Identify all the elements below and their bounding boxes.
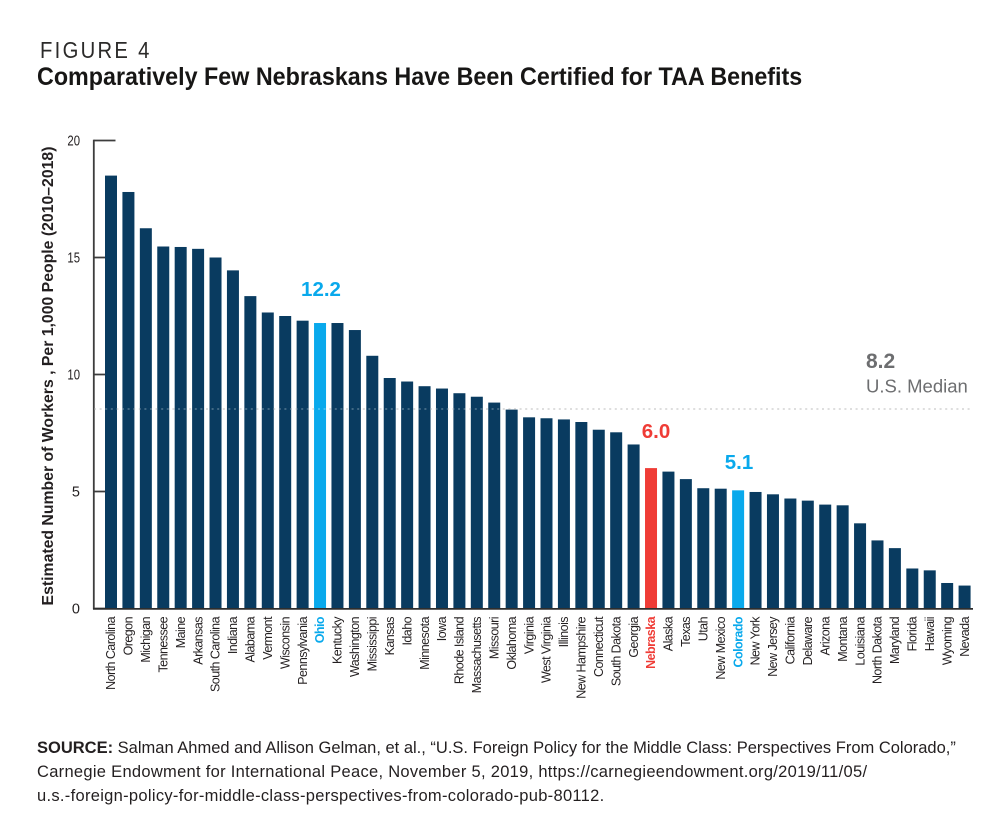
svg-text:Estimated Number of Workers ,: Estimated Number of Workers , Per 1,000 …	[40, 147, 57, 606]
svg-text:Pennsylvania: Pennsylvania	[296, 616, 310, 684]
svg-text:6.0: 6.0	[642, 420, 671, 443]
svg-text:Oregon: Oregon	[122, 616, 136, 655]
svg-text:Ohio: Ohio	[313, 616, 327, 643]
svg-text:15: 15	[67, 251, 80, 267]
svg-text:0: 0	[72, 602, 80, 618]
svg-text:20: 20	[67, 134, 80, 150]
svg-text:12.2: 12.2	[301, 278, 341, 301]
svg-text:Alabama: Alabama	[244, 616, 258, 662]
svg-text:Utah: Utah	[696, 616, 710, 641]
svg-text:Colorado: Colorado	[731, 616, 745, 667]
svg-text:Wisconsin: Wisconsin	[278, 616, 292, 669]
svg-text:Rhode Island: Rhode Island	[453, 616, 467, 684]
svg-text:Connecticut: Connecticut	[592, 616, 606, 677]
svg-text:Kentucky: Kentucky	[331, 616, 345, 664]
svg-text:8.2: 8.2	[866, 350, 895, 373]
svg-text:Nebraska: Nebraska	[644, 615, 658, 668]
svg-text:Maine: Maine	[174, 616, 188, 648]
svg-text:Kansas: Kansas	[383, 617, 397, 656]
svg-text:Massachusetts: Massachusetts	[470, 617, 484, 694]
svg-text:Montana: Montana	[836, 616, 850, 661]
svg-text:Missouri: Missouri	[487, 617, 501, 659]
svg-text:Michigan: Michigan	[139, 616, 153, 662]
svg-text:Maryland: Maryland	[888, 616, 902, 664]
svg-text:Delaware: Delaware	[801, 616, 815, 665]
svg-text:North Dakota: North Dakota	[871, 616, 885, 684]
svg-text:Nevada: Nevada	[958, 616, 972, 656]
svg-text:U.S. Median: U.S. Median	[866, 376, 968, 397]
svg-text:Hawaii: Hawaii	[923, 617, 937, 651]
svg-text:Florida: Florida	[906, 616, 920, 651]
svg-text:Idaho: Idaho	[400, 616, 414, 645]
svg-text:Indiana: Indiana	[226, 616, 240, 654]
svg-text:New Hampshire: New Hampshire	[575, 616, 589, 698]
svg-text:Arizona: Arizona	[818, 616, 832, 655]
svg-text:Washington: Washington	[348, 616, 362, 677]
svg-text:New Jersey: New Jersey	[766, 616, 780, 677]
svg-text:Louisiana: Louisiana	[853, 616, 867, 665]
svg-text:Minnesota: Minnesota	[418, 616, 432, 669]
svg-text:Texas: Texas	[679, 617, 693, 647]
svg-text:Arkansas: Arkansas	[191, 617, 205, 665]
svg-text:New York: New York	[749, 616, 763, 666]
svg-text:West Virginia: West Virginia	[540, 616, 554, 683]
svg-text:New Mexico: New Mexico	[714, 616, 728, 679]
svg-text:Vermont: Vermont	[261, 616, 275, 660]
svg-text:Wyoming: Wyoming	[940, 616, 954, 665]
svg-text:South Dakota: South Dakota	[609, 616, 623, 686]
svg-text:10: 10	[67, 368, 80, 384]
svg-text:Virginia: Virginia	[522, 616, 536, 654]
svg-text:Iowa: Iowa	[435, 616, 449, 641]
svg-text:Illinois: Illinois	[557, 617, 571, 648]
svg-text:California: California	[784, 616, 798, 664]
svg-text:5.1: 5.1	[725, 451, 754, 474]
svg-text:Tennessee: Tennessee	[156, 616, 170, 672]
svg-text:Alaska: Alaska	[662, 616, 676, 651]
svg-text:Mississippi: Mississippi	[366, 617, 380, 671]
svg-text:5: 5	[72, 485, 80, 501]
svg-text:South Carolina: South Carolina	[209, 616, 223, 692]
svg-text:Georgia: Georgia	[627, 616, 641, 657]
svg-text:North Carolina: North Carolina	[104, 616, 118, 689]
svg-text:Oklahoma: Oklahoma	[505, 616, 519, 669]
